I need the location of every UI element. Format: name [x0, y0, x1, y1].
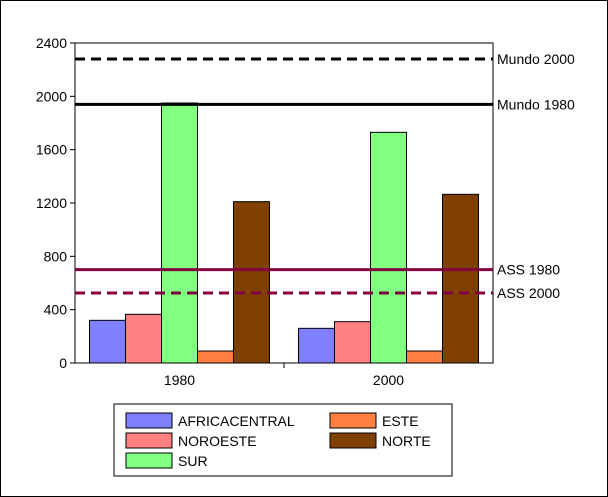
legend-label: AFRICACENTRAL	[178, 413, 295, 429]
bar-este-2000	[406, 350, 443, 364]
bar-norte-2000	[442, 193, 479, 364]
y-tick-label: 1600	[36, 142, 67, 158]
bars	[89, 102, 479, 364]
bar-norte-1980	[233, 201, 270, 364]
legend: AFRICACENTRAL ESTE NOROESTE NORTE SUR	[113, 403, 453, 477]
y-tick-label: 0	[59, 355, 67, 371]
legend-label: NOROESTE	[178, 433, 257, 449]
y-tick-label: 400	[44, 302, 68, 318]
reference-line-label: Mundo 1980	[497, 96, 575, 112]
y-tick-label: 2000	[36, 88, 67, 104]
legend-label: ESTE	[382, 413, 419, 429]
y-tick-label: 2400	[36, 35, 67, 51]
x-axis: 1980 2000	[164, 363, 404, 388]
reference-line-label: ASS 2000	[497, 285, 560, 301]
legend-label: NORTE	[382, 433, 431, 449]
y-tick-label: 800	[44, 248, 68, 264]
legend-swatch	[329, 412, 377, 429]
y-axis: 0 400 800 1200 1600 2000 2400	[36, 35, 75, 371]
reference-lines: Mundo 2000 Mundo 1980 ASS 1980 ASS 2000	[75, 51, 575, 301]
bar-africacentral-1980	[89, 319, 126, 364]
reference-line-label: Mundo 2000	[497, 51, 575, 67]
bar-sur-2000	[370, 131, 407, 364]
y-tick-label: 1200	[36, 195, 67, 211]
reference-line-label: ASS 1980	[497, 262, 560, 278]
bar-noroeste-2000	[334, 321, 371, 364]
x-tick-label: 2000	[373, 372, 404, 388]
legend-swatch	[125, 452, 173, 469]
x-tick-label: 1980	[164, 372, 195, 388]
legend-swatch	[329, 432, 377, 449]
bar-noroeste-1980	[125, 313, 162, 364]
legend-swatch	[125, 432, 173, 449]
legend-swatch	[125, 412, 173, 429]
legend-label: SUR	[178, 453, 208, 469]
bar-africacentral-2000	[298, 327, 335, 364]
bar-este-1980	[197, 350, 234, 364]
bar-sur-1980	[161, 102, 198, 364]
